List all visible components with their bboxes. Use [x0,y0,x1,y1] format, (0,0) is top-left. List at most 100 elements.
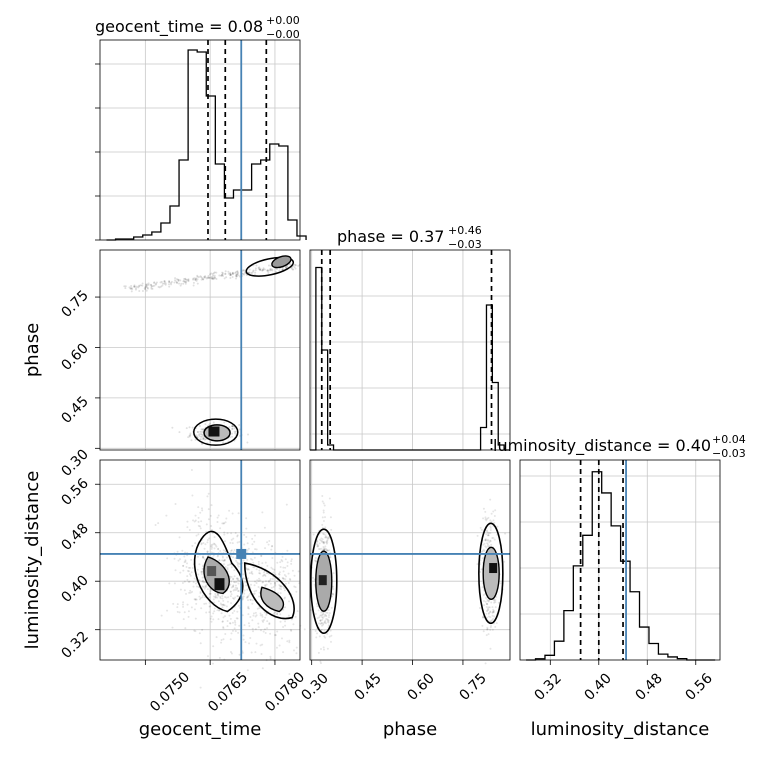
scatter-point [223,563,226,566]
scatter-point [327,537,330,540]
scatter-point [246,577,249,580]
scatter-point [493,615,496,618]
scatter-point [329,629,332,632]
scatter-point [293,585,296,588]
scatter-point [179,571,182,574]
scatter-point [485,612,488,615]
scatter-point [229,575,232,578]
scatter-point [199,430,202,433]
contour-line [260,586,284,613]
scatter-point [322,541,325,544]
scatter-point [171,626,174,629]
scatter-point [327,536,330,539]
scatter-point [253,556,256,559]
scatter-point [169,282,172,285]
scatter-point [181,581,184,584]
scatter-point [242,634,245,637]
scatter-point [323,504,326,507]
scatter-point [292,649,295,652]
scatter-point [202,278,205,281]
scatter-point [322,542,325,545]
scatter-point [258,266,261,269]
scatter-point [271,578,274,581]
scatter-point [223,277,226,280]
scatter-point [146,283,149,286]
scatter-point [229,276,232,279]
scatter-point [217,548,220,551]
scatter-point [319,619,322,622]
scatter-point [186,562,189,565]
scatter-point [481,557,484,560]
scatter-point [195,279,198,282]
scatter-point [236,563,239,566]
scatter-point [210,277,213,280]
scatter-point [261,562,264,565]
scatter-point [200,428,203,431]
scatter-point [206,588,209,591]
scatter-point [230,566,233,569]
scatter-point [484,516,487,519]
scatter-point [481,550,484,553]
scatter-point [322,541,325,544]
scatter-point [282,570,285,573]
scatter-point [130,287,133,290]
scatter-point [325,535,328,538]
scatter-point [200,433,203,436]
scatter-point [229,583,232,586]
scatter-point [197,506,200,509]
scatter-point [208,601,211,604]
scatter-point [495,622,498,625]
scatter-point [183,281,186,284]
scatter-point [324,526,327,529]
scatter-point [258,591,261,594]
scatter-point [321,621,324,624]
scatter-point [486,600,489,603]
scatter-point [202,278,205,281]
scatter-point [332,593,335,596]
scatter-point [214,596,217,599]
scatter-point [281,576,284,579]
scatter-point [259,572,262,575]
scatter-point [321,516,324,519]
scatter-point [230,538,233,541]
scatter-point [263,611,266,614]
scatter-point [194,278,197,281]
scatter-point [223,604,226,607]
scatter-point [319,660,322,663]
scatter-point [199,642,202,645]
scatter-point [128,286,131,289]
scatter-point [222,638,225,641]
title-geocent-time-minus: −0.00 [266,28,300,41]
contour-line [478,522,504,625]
scatter-point [332,587,335,590]
scatter-point [226,600,229,603]
scatter-point [494,601,497,604]
scatter-point [183,280,186,283]
scatter-point [284,582,287,585]
scatter-point [270,545,273,548]
scatter-point [194,438,197,441]
scatter-point [208,537,211,540]
scatter-point [479,526,482,529]
scatter-point [175,278,178,281]
scatter-point [131,288,134,291]
scatter-point [314,630,317,633]
scatter-point [204,543,207,546]
scatter-point [270,548,273,551]
scatter-point [238,428,241,431]
panel-frame [99,39,301,241]
scatter-point [201,556,204,559]
scatter-point [205,584,208,587]
scatter-point [150,284,153,287]
scatter-point [221,620,224,623]
scatter-point [177,559,180,562]
scatter-point [327,619,330,622]
scatter-point [318,542,321,545]
scatter-point [147,282,150,285]
scatter-point [143,287,146,290]
scatter-point [200,507,203,510]
scatter-point [226,567,229,570]
scatter-point [316,545,319,548]
scatter-point [251,271,254,274]
scatter-point [234,557,237,560]
